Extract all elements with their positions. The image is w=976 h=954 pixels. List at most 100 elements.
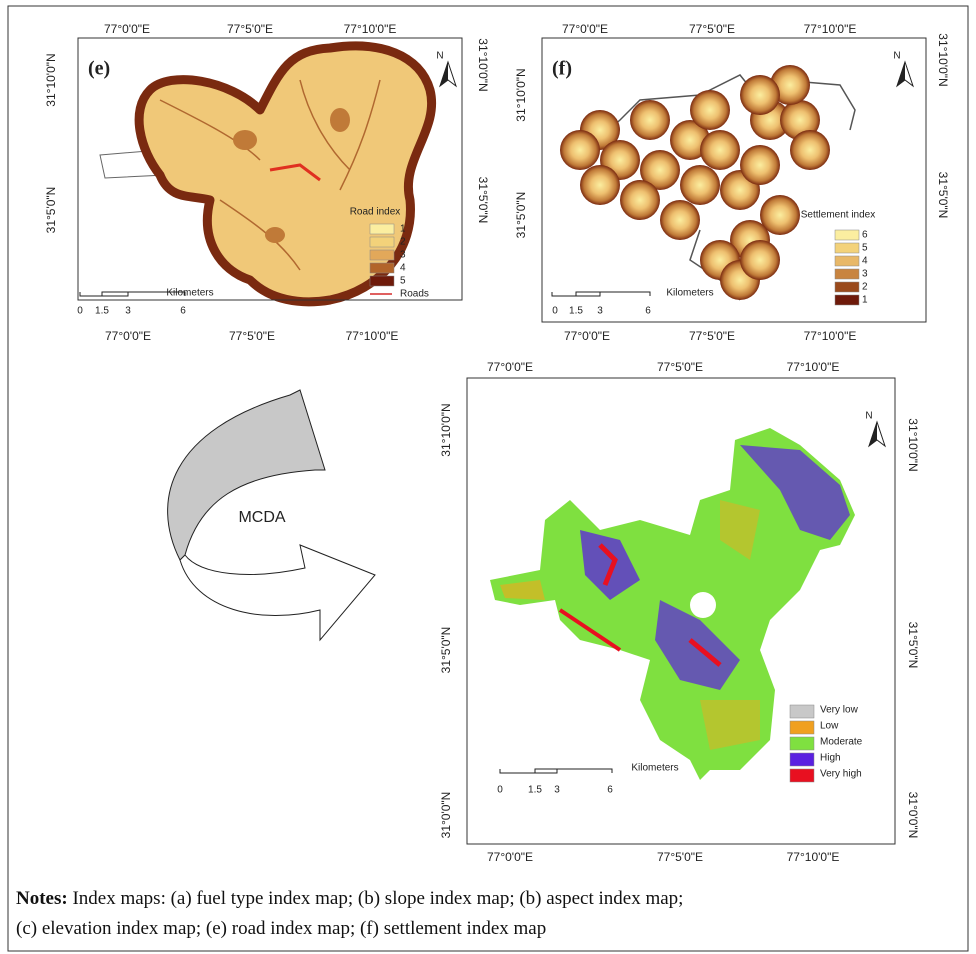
legend-swatch [790, 721, 814, 734]
legend-label: 3 [862, 269, 868, 280]
settlement-buffer [620, 180, 660, 220]
legend-label: 2 [862, 282, 868, 293]
legend-label: Very high [820, 769, 862, 780]
top-coord-label: 77°10'0"E [804, 22, 857, 36]
mcda-arrow: MCDA [168, 390, 375, 640]
settlement-index-map [560, 65, 855, 300]
legend-label: 1 [400, 224, 406, 235]
left-coord-label: 31°10'0"N [44, 53, 58, 106]
scale-tick-label: 6 [645, 306, 651, 317]
scale-tick-label: 6 [607, 785, 613, 796]
scale-tick-label: 3 [554, 785, 560, 796]
legend-label: 5 [862, 243, 868, 254]
notes-text: Index maps: (a) fuel type index map; (b)… [68, 888, 684, 909]
right-coord-label: 31°5'0"N [476, 177, 490, 224]
settlement-buffer [740, 75, 780, 115]
scale-bar [552, 292, 650, 296]
settlement-buffer [680, 165, 720, 205]
right-coord-label: 31°10'0"N [936, 33, 950, 86]
bottom-coord-label: 77°0'0"E [105, 329, 151, 343]
bottom-coord-label: 77°0'0"E [564, 329, 610, 343]
scale-tick-label: 1.5 [528, 785, 542, 796]
legend-swatch [370, 276, 394, 286]
page: {"panels": [ {"label": "(e)", "top_label… [0, 0, 976, 954]
panel-label: (f) [552, 58, 572, 80]
top-coord-label: 77°5'0"E [227, 22, 273, 36]
bottom-coord-label: 77°0'0"E [487, 850, 533, 864]
top-coord-label: 77°5'0"E [657, 360, 703, 374]
legend-swatch [835, 256, 859, 266]
scale-title: Kilometers [631, 763, 678, 774]
scale-tick-label: 1.5 [569, 306, 583, 317]
legend-swatch [835, 295, 859, 305]
notes-line: (c) elevation index map; (e) road index … [16, 914, 966, 944]
scale-bar [500, 769, 612, 773]
north-label: N [865, 411, 872, 422]
legend-label: 4 [862, 256, 868, 267]
bottom-coord-label: 77°10'0"E [346, 329, 399, 343]
legend-swatch [370, 237, 394, 247]
notes-label: Notes: [16, 888, 68, 909]
bottom-coord-label: 77°5'0"E [689, 329, 735, 343]
legend-label: 6 [862, 230, 868, 241]
left-coord-label: 31°10'0"N [439, 403, 453, 456]
legend-label: Very low [820, 705, 859, 716]
settlement-buffer [580, 165, 620, 205]
notes-line: Notes: Index maps: (a) fuel type index m… [16, 884, 966, 914]
left-coord-label: 31°0'0"N [439, 792, 453, 839]
legend-title: Road index [350, 207, 401, 218]
settlement-buffer [740, 145, 780, 185]
legend-label: 3 [400, 250, 406, 261]
scale-tick-label: 0 [552, 306, 558, 317]
legend-swatch [790, 769, 814, 782]
bottom-coord-label: 77°10'0"E [804, 329, 857, 343]
legend-swatch [790, 705, 814, 718]
legend-swatch [835, 230, 859, 240]
right-coord-label: 31°10'0"N [476, 38, 490, 91]
bottom-coord-label: 77°10'0"E [787, 850, 840, 864]
right-coord-label: 31°5'0"N [906, 622, 920, 669]
scale-tick-label: 0 [497, 785, 503, 796]
left-coord-label: 31°5'0"N [439, 627, 453, 674]
legend-swatch [370, 263, 394, 273]
top-coord-label: 77°10'0"E [787, 360, 840, 374]
legend-label: 5 [400, 276, 406, 287]
top-coord-label: 77°0'0"E [487, 360, 533, 374]
settlement-buffer [790, 130, 830, 170]
north-label: N [893, 51, 900, 62]
right-coord-label: 31°5'0"N [936, 172, 950, 219]
settlement-buffer [560, 130, 600, 170]
legend-label: Moderate [820, 737, 863, 748]
scale-title: Kilometers [166, 288, 213, 299]
legend-title: Settlement index [801, 210, 876, 221]
legend-label: Roads [400, 289, 429, 300]
legend-swatch [790, 753, 814, 766]
legend-swatch [370, 250, 394, 260]
legend-label: High [820, 753, 841, 764]
scale-tick-label: 0 [77, 306, 83, 317]
notes: Notes: Index maps: (a) fuel type index m… [16, 884, 966, 944]
arrow-label: MCDA [238, 509, 285, 526]
legend-swatch [790, 737, 814, 750]
legend-swatch [835, 269, 859, 279]
legend-label: 4 [400, 263, 406, 274]
left-coord-label: 31°5'0"N [44, 187, 58, 234]
right-coord-label: 31°10'0"N [906, 418, 920, 471]
legend-swatch [370, 224, 394, 234]
scale-title: Kilometers [666, 288, 713, 299]
legend-label: 2 [400, 237, 406, 248]
scale-tick-label: 3 [597, 306, 603, 317]
panel-label: (e) [88, 58, 110, 80]
top-coord-label: 77°10'0"E [344, 22, 397, 36]
left-coord-label: 31°10'0"N [514, 68, 528, 121]
settlement-buffer [690, 90, 730, 130]
settlement-buffer [630, 100, 670, 140]
bottom-coord-label: 77°5'0"E [657, 850, 703, 864]
bottom-coord-label: 77°5'0"E [229, 329, 275, 343]
scale-tick-label: 1.5 [95, 306, 109, 317]
top-coord-label: 77°0'0"E [104, 22, 150, 36]
legend-label: 1 [862, 295, 868, 306]
scale-tick-label: 6 [180, 306, 186, 317]
north-label: N [436, 51, 443, 62]
right-coord-label: 31°0'0"N [906, 792, 920, 839]
